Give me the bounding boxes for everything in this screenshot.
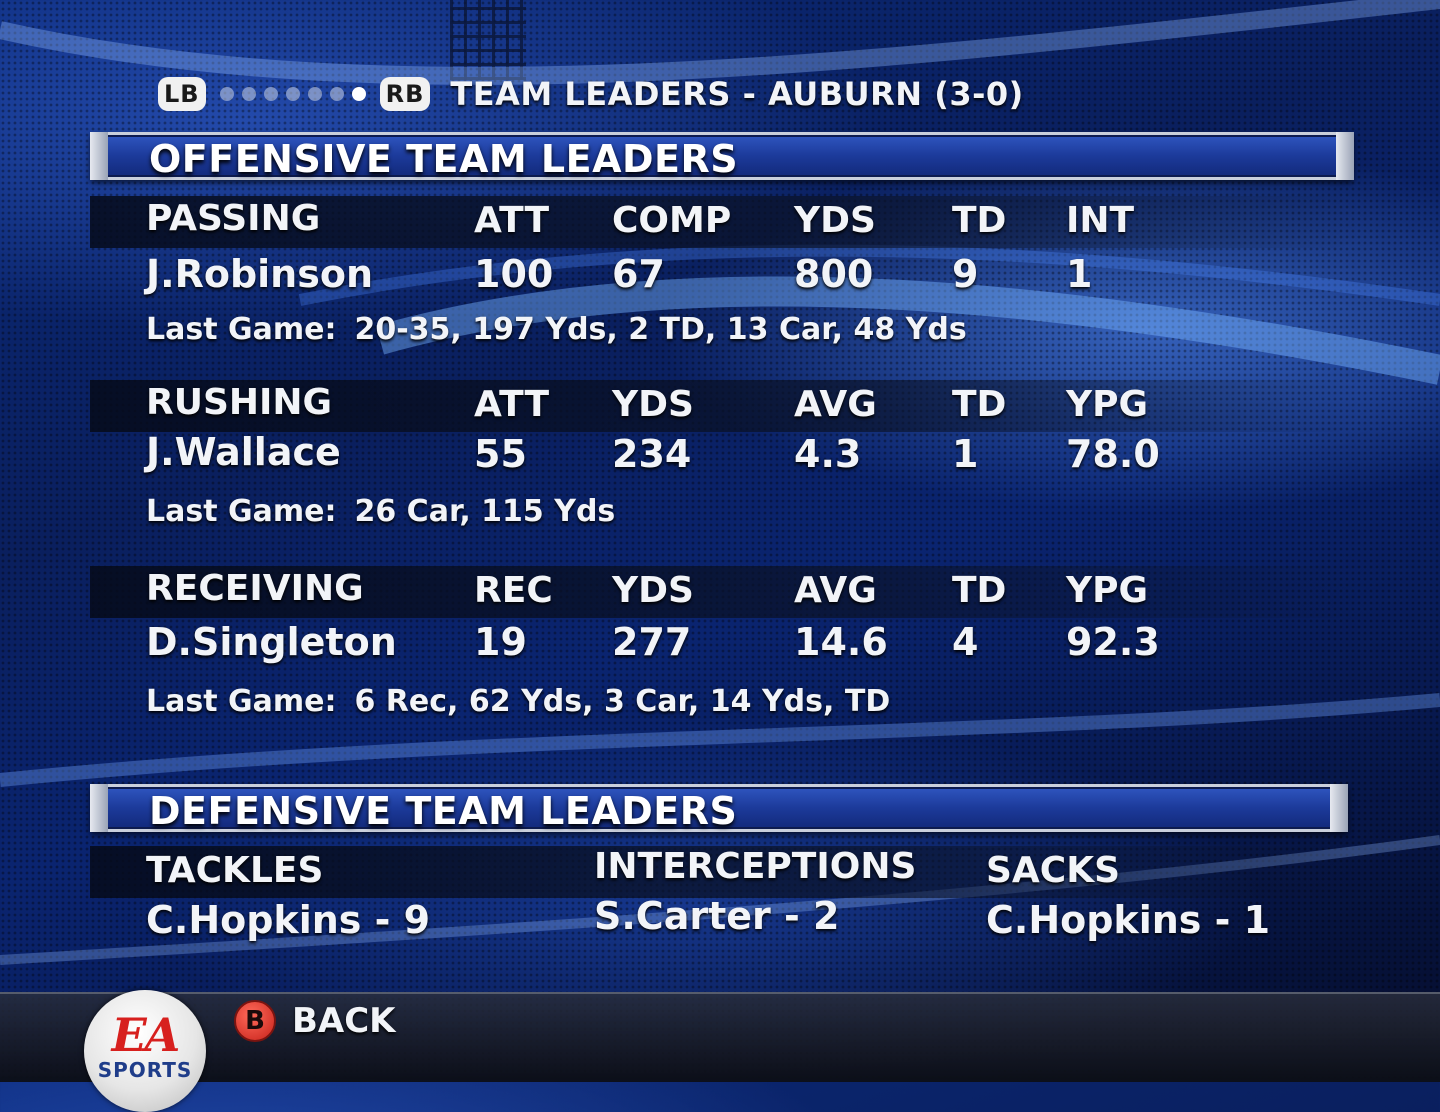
rb-button[interactable]: RB bbox=[379, 77, 431, 111]
rushing-last-game: Last Game: 26 Car, 115 Yds bbox=[146, 494, 615, 529]
ea-logo-text: EA bbox=[111, 1008, 181, 1062]
passing-col-att: ATT bbox=[474, 200, 550, 241]
passing-yds-value: 800 bbox=[794, 252, 874, 296]
receiving-rec-value: 19 bbox=[474, 620, 527, 664]
lb-button[interactable]: LB bbox=[158, 77, 206, 111]
page-dot bbox=[241, 87, 256, 101]
offensive-section-bar: OFFENSIVE TEAM LEADERS bbox=[90, 132, 1354, 181]
back-button[interactable]: B BACK bbox=[234, 1000, 396, 1042]
page-indicator bbox=[219, 87, 366, 101]
receiving-col-ypg: YPG bbox=[1066, 570, 1149, 611]
page-dot bbox=[263, 87, 278, 101]
passing-col-td: TD bbox=[952, 200, 1007, 241]
receiving-category: RECEIVING bbox=[146, 568, 364, 609]
last-game-stats: 6 Rec, 62 Yds, 3 Car, 14 Yds, TD bbox=[354, 684, 891, 719]
defense-header-band bbox=[90, 846, 1360, 898]
rushing-category: RUSHING bbox=[146, 382, 333, 423]
tackles-leader: C.Hopkins - 9 bbox=[146, 898, 431, 942]
rushing-col-yds: YDS bbox=[612, 384, 694, 425]
receiving-col-rec: REC bbox=[474, 570, 553, 611]
receiving-col-yds: YDS bbox=[612, 570, 694, 611]
passing-leader-name: J.Robinson bbox=[146, 252, 373, 296]
receiving-col-td: TD bbox=[952, 570, 1007, 611]
back-label: BACK bbox=[292, 1001, 396, 1041]
passing-att-value: 100 bbox=[474, 252, 554, 296]
last-game-stats: 20-35, 197 Yds, 2 TD, 13 Car, 48 Yds bbox=[354, 312, 967, 347]
page-dot-active bbox=[351, 87, 366, 101]
rushing-col-td: TD bbox=[952, 384, 1007, 425]
passing-col-yds: YDS bbox=[794, 200, 876, 241]
receiving-header-band bbox=[90, 566, 1360, 618]
page-dot bbox=[329, 87, 344, 101]
stadium-light-tower bbox=[450, 0, 526, 80]
rushing-header-band bbox=[90, 380, 1360, 432]
passing-category: PASSING bbox=[146, 198, 321, 239]
ea-sports-logo: EA SPORTS bbox=[84, 990, 206, 1112]
defense-col-sacks: SACKS bbox=[986, 850, 1121, 891]
rushing-col-avg: AVG bbox=[794, 384, 877, 425]
passing-td-value: 9 bbox=[952, 252, 979, 296]
sports-logo-text: SPORTS bbox=[97, 1058, 193, 1082]
page-dot bbox=[219, 87, 234, 101]
rushing-yds-value: 234 bbox=[612, 432, 692, 476]
page-dot bbox=[285, 87, 300, 101]
passing-comp-value: 67 bbox=[612, 252, 665, 296]
passing-col-int: INT bbox=[1066, 200, 1135, 241]
page-title: TEAM LEADERS - AUBURN (3-0) bbox=[450, 75, 1024, 113]
rushing-ypg-value: 78.0 bbox=[1066, 432, 1160, 476]
rushing-avg-value: 4.3 bbox=[794, 432, 862, 476]
rushing-td-value: 1 bbox=[952, 432, 979, 476]
last-game-label: Last Game: bbox=[146, 494, 337, 529]
last-game-stats: 26 Car, 115 Yds bbox=[354, 494, 616, 529]
receiving-leader-name: D.Singleton bbox=[146, 620, 397, 664]
receiving-avg-value: 14.6 bbox=[794, 620, 888, 664]
receiving-td-value: 4 bbox=[952, 620, 979, 664]
last-game-label: Last Game: bbox=[146, 312, 337, 347]
rushing-col-ypg: YPG bbox=[1066, 384, 1149, 425]
footer-bar bbox=[0, 992, 1440, 1082]
receiving-col-avg: AVG bbox=[794, 570, 877, 611]
b-button-icon: B bbox=[234, 1000, 276, 1042]
last-game-label: Last Game: bbox=[146, 684, 337, 719]
defensive-section-title: DEFENSIVE TEAM LEADERS bbox=[149, 789, 738, 833]
passing-int-value: 1 bbox=[1066, 252, 1093, 296]
passing-last-game: Last Game: 20-35, 197 Yds, 2 TD, 13 Car, … bbox=[146, 312, 967, 347]
offensive-section-title: OFFENSIVE TEAM LEADERS bbox=[149, 137, 739, 181]
receiving-last-game: Last Game: 6 Rec, 62 Yds, 3 Car, 14 Yds, … bbox=[146, 684, 890, 719]
rushing-att-value: 55 bbox=[474, 432, 527, 476]
defense-col-interceptions: INTERCEPTIONS bbox=[594, 846, 917, 887]
receiving-ypg-value: 92.3 bbox=[1066, 620, 1160, 664]
page-header: LB RB TEAM LEADERS - AUBURN (3-0) bbox=[158, 72, 1024, 116]
defensive-section-bar: DEFENSIVE TEAM LEADERS bbox=[90, 784, 1348, 833]
defense-col-tackles: TACKLES bbox=[146, 850, 324, 891]
sacks-leader: C.Hopkins - 1 bbox=[986, 898, 1271, 942]
page-dot bbox=[307, 87, 322, 101]
receiving-yds-value: 277 bbox=[612, 620, 692, 664]
passing-col-comp: COMP bbox=[612, 200, 732, 241]
rushing-col-att: ATT bbox=[474, 384, 550, 425]
interceptions-leader: S.Carter - 2 bbox=[594, 894, 840, 938]
passing-header-band bbox=[90, 196, 1360, 248]
rushing-leader-name: J.Wallace bbox=[146, 430, 341, 474]
